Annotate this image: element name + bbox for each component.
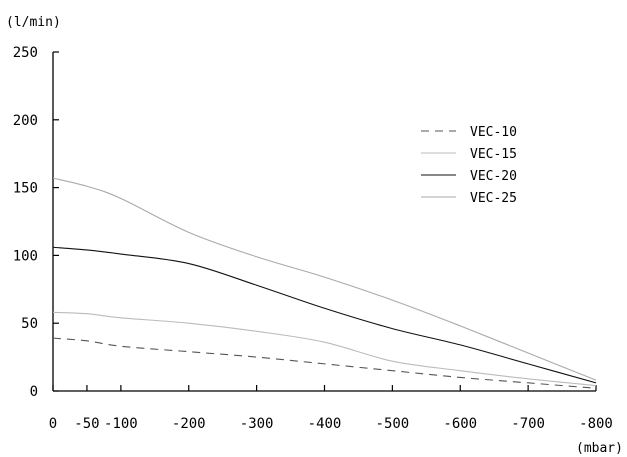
legend-label-vec-25: VEC-25 (470, 191, 517, 206)
y-axis-label: (l/min) (6, 15, 61, 30)
series-line-vec-20 (52, 246, 597, 384)
y-tick-label: 200 (13, 113, 38, 129)
series-line-vec-15 (52, 311, 597, 387)
x-tick-label: -600 (443, 416, 477, 432)
x-tick-label: -50 (74, 416, 99, 432)
y-tick-label: 50 (21, 316, 38, 332)
y-tick-label: 0 (30, 384, 38, 400)
x-tick-label: -500 (376, 416, 410, 432)
x-tick-label: -200 (172, 416, 206, 432)
y-tick-label: 250 (13, 45, 38, 61)
y-tick-label: 150 (13, 181, 38, 197)
plot-area: 0 50 100 150 200 250 0 -50 -100 -200 -300 -400 -500 -… (13, 45, 613, 432)
series-line-vec-25 (52, 177, 597, 381)
x-tick-label: -700 (511, 416, 545, 432)
x-axis-label: (mbar) (576, 441, 623, 456)
x-tick-label: -300 (240, 416, 274, 432)
x-tick-label: -800 (579, 416, 613, 432)
y-tick-label: 100 (13, 248, 38, 264)
x-tick-label: -400 (308, 416, 342, 432)
legend-label-vec-10: VEC-10 (470, 125, 517, 140)
x-tick-label: -100 (104, 416, 138, 432)
legend-label-vec-15: VEC-15 (470, 147, 517, 162)
legend-label-vec-20: VEC-20 (470, 169, 517, 184)
x-tick-label: 0 (49, 416, 57, 432)
series-line-vec-10 (52, 337, 597, 389)
